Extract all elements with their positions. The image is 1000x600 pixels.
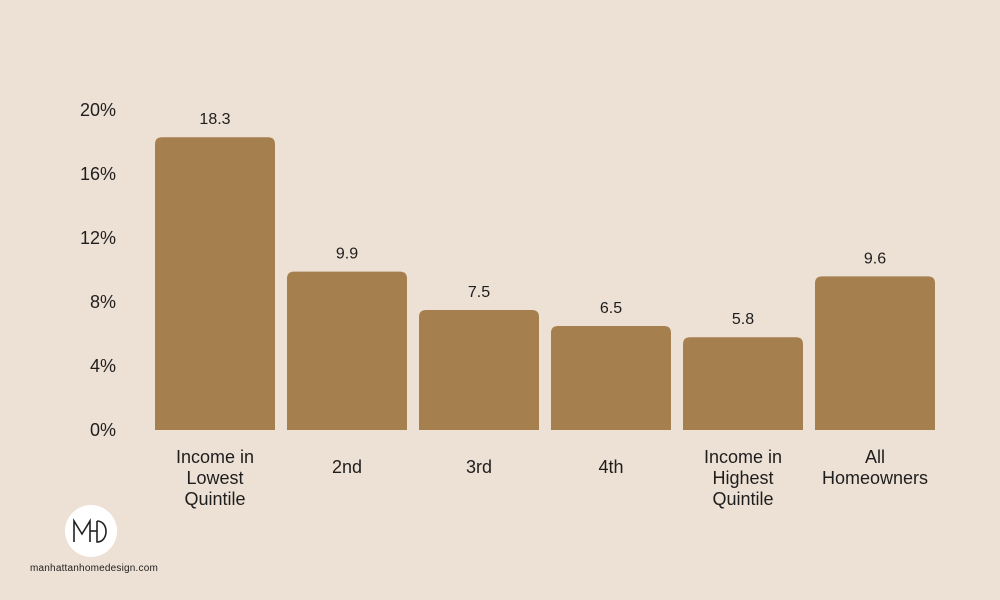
- y-tick-label: 4%: [90, 356, 116, 376]
- bar: [155, 137, 275, 430]
- mhd-logo-icon: [65, 505, 117, 557]
- x-tick-label: Quintile: [184, 489, 245, 509]
- data-label: 9.9: [336, 246, 358, 263]
- bar: [287, 271, 407, 430]
- website-url: manhattanhomedesign.com: [30, 563, 159, 574]
- data-label: 7.5: [468, 284, 490, 301]
- data-labels-group: 18.3 9.9 7.5 6.5 5.8 9.6: [199, 111, 886, 328]
- x-tick-label: 2nd: [332, 457, 362, 477]
- data-label: 9.6: [864, 250, 886, 267]
- x-tick-label: Highest: [712, 468, 773, 488]
- y-tick-label: 0%: [90, 420, 116, 440]
- bar: [551, 326, 671, 430]
- y-tick-label: 12%: [80, 228, 116, 248]
- mhd-monogram-icon: [73, 518, 107, 543]
- data-label: 6.5: [600, 300, 622, 317]
- x-tick-label: All: [865, 447, 885, 467]
- bar: [419, 310, 539, 430]
- data-label: 18.3: [199, 111, 230, 128]
- x-tick-label: 4th: [598, 457, 623, 477]
- bar: [815, 276, 935, 430]
- x-tick-label: Lowest: [186, 468, 243, 488]
- x-tick-label: Quintile: [712, 489, 773, 509]
- x-tick-label: Income in: [176, 447, 254, 467]
- y-tick-label: 20%: [80, 100, 116, 120]
- y-axis: 0% 4% 8% 12% 16% 20%: [80, 100, 116, 440]
- bar: [683, 337, 803, 430]
- x-tick-label: Income in: [704, 447, 782, 467]
- x-tick-label: 3rd: [466, 457, 492, 477]
- y-tick-label: 16%: [80, 164, 116, 184]
- data-label: 5.8: [732, 311, 754, 328]
- bars-group: [155, 137, 935, 430]
- y-tick-label: 8%: [90, 292, 116, 312]
- x-tick-label: Homeowners: [822, 468, 928, 488]
